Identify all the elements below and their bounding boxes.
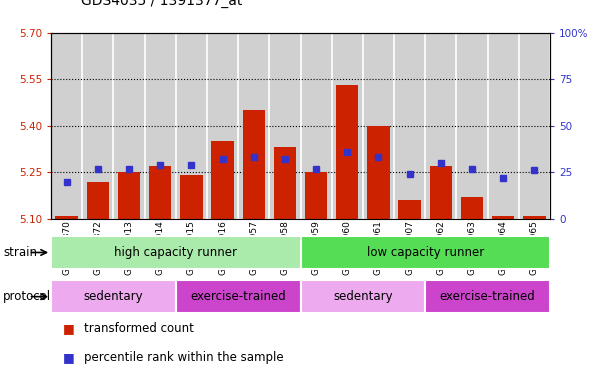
Bar — [398, 200, 421, 219]
Bar — [336, 85, 358, 219]
Bar — [51, 236, 300, 269]
Bar — [523, 216, 546, 219]
Text: percentile rank within the sample: percentile rank within the sample — [84, 351, 284, 364]
Text: exercise-trained: exercise-trained — [440, 290, 535, 303]
Bar — [461, 197, 483, 219]
Text: GDS4035 / 1391377_at: GDS4035 / 1391377_at — [81, 0, 243, 8]
Bar — [87, 182, 109, 219]
Bar — [305, 172, 328, 219]
Bar — [149, 166, 171, 219]
Text: strain: strain — [3, 246, 37, 259]
Bar — [55, 216, 78, 219]
Bar — [118, 172, 140, 219]
Bar — [300, 236, 550, 269]
Text: ■: ■ — [63, 351, 75, 364]
Text: protocol: protocol — [3, 290, 51, 303]
Bar — [492, 216, 514, 219]
Bar — [176, 280, 300, 313]
Bar — [426, 280, 550, 313]
Bar — [430, 166, 452, 219]
Bar — [367, 126, 389, 219]
Text: sedentary: sedentary — [333, 290, 392, 303]
Bar — [273, 147, 296, 219]
Text: transformed count: transformed count — [84, 322, 194, 335]
Text: sedentary: sedentary — [84, 290, 143, 303]
Text: low capacity runner: low capacity runner — [367, 246, 484, 259]
Bar — [51, 280, 176, 313]
Bar — [243, 110, 265, 219]
Text: exercise-trained: exercise-trained — [191, 290, 286, 303]
Bar — [180, 175, 203, 219]
Text: high capacity runner: high capacity runner — [114, 246, 237, 259]
Bar — [212, 141, 234, 219]
Bar — [300, 280, 426, 313]
Text: ■: ■ — [63, 322, 75, 335]
